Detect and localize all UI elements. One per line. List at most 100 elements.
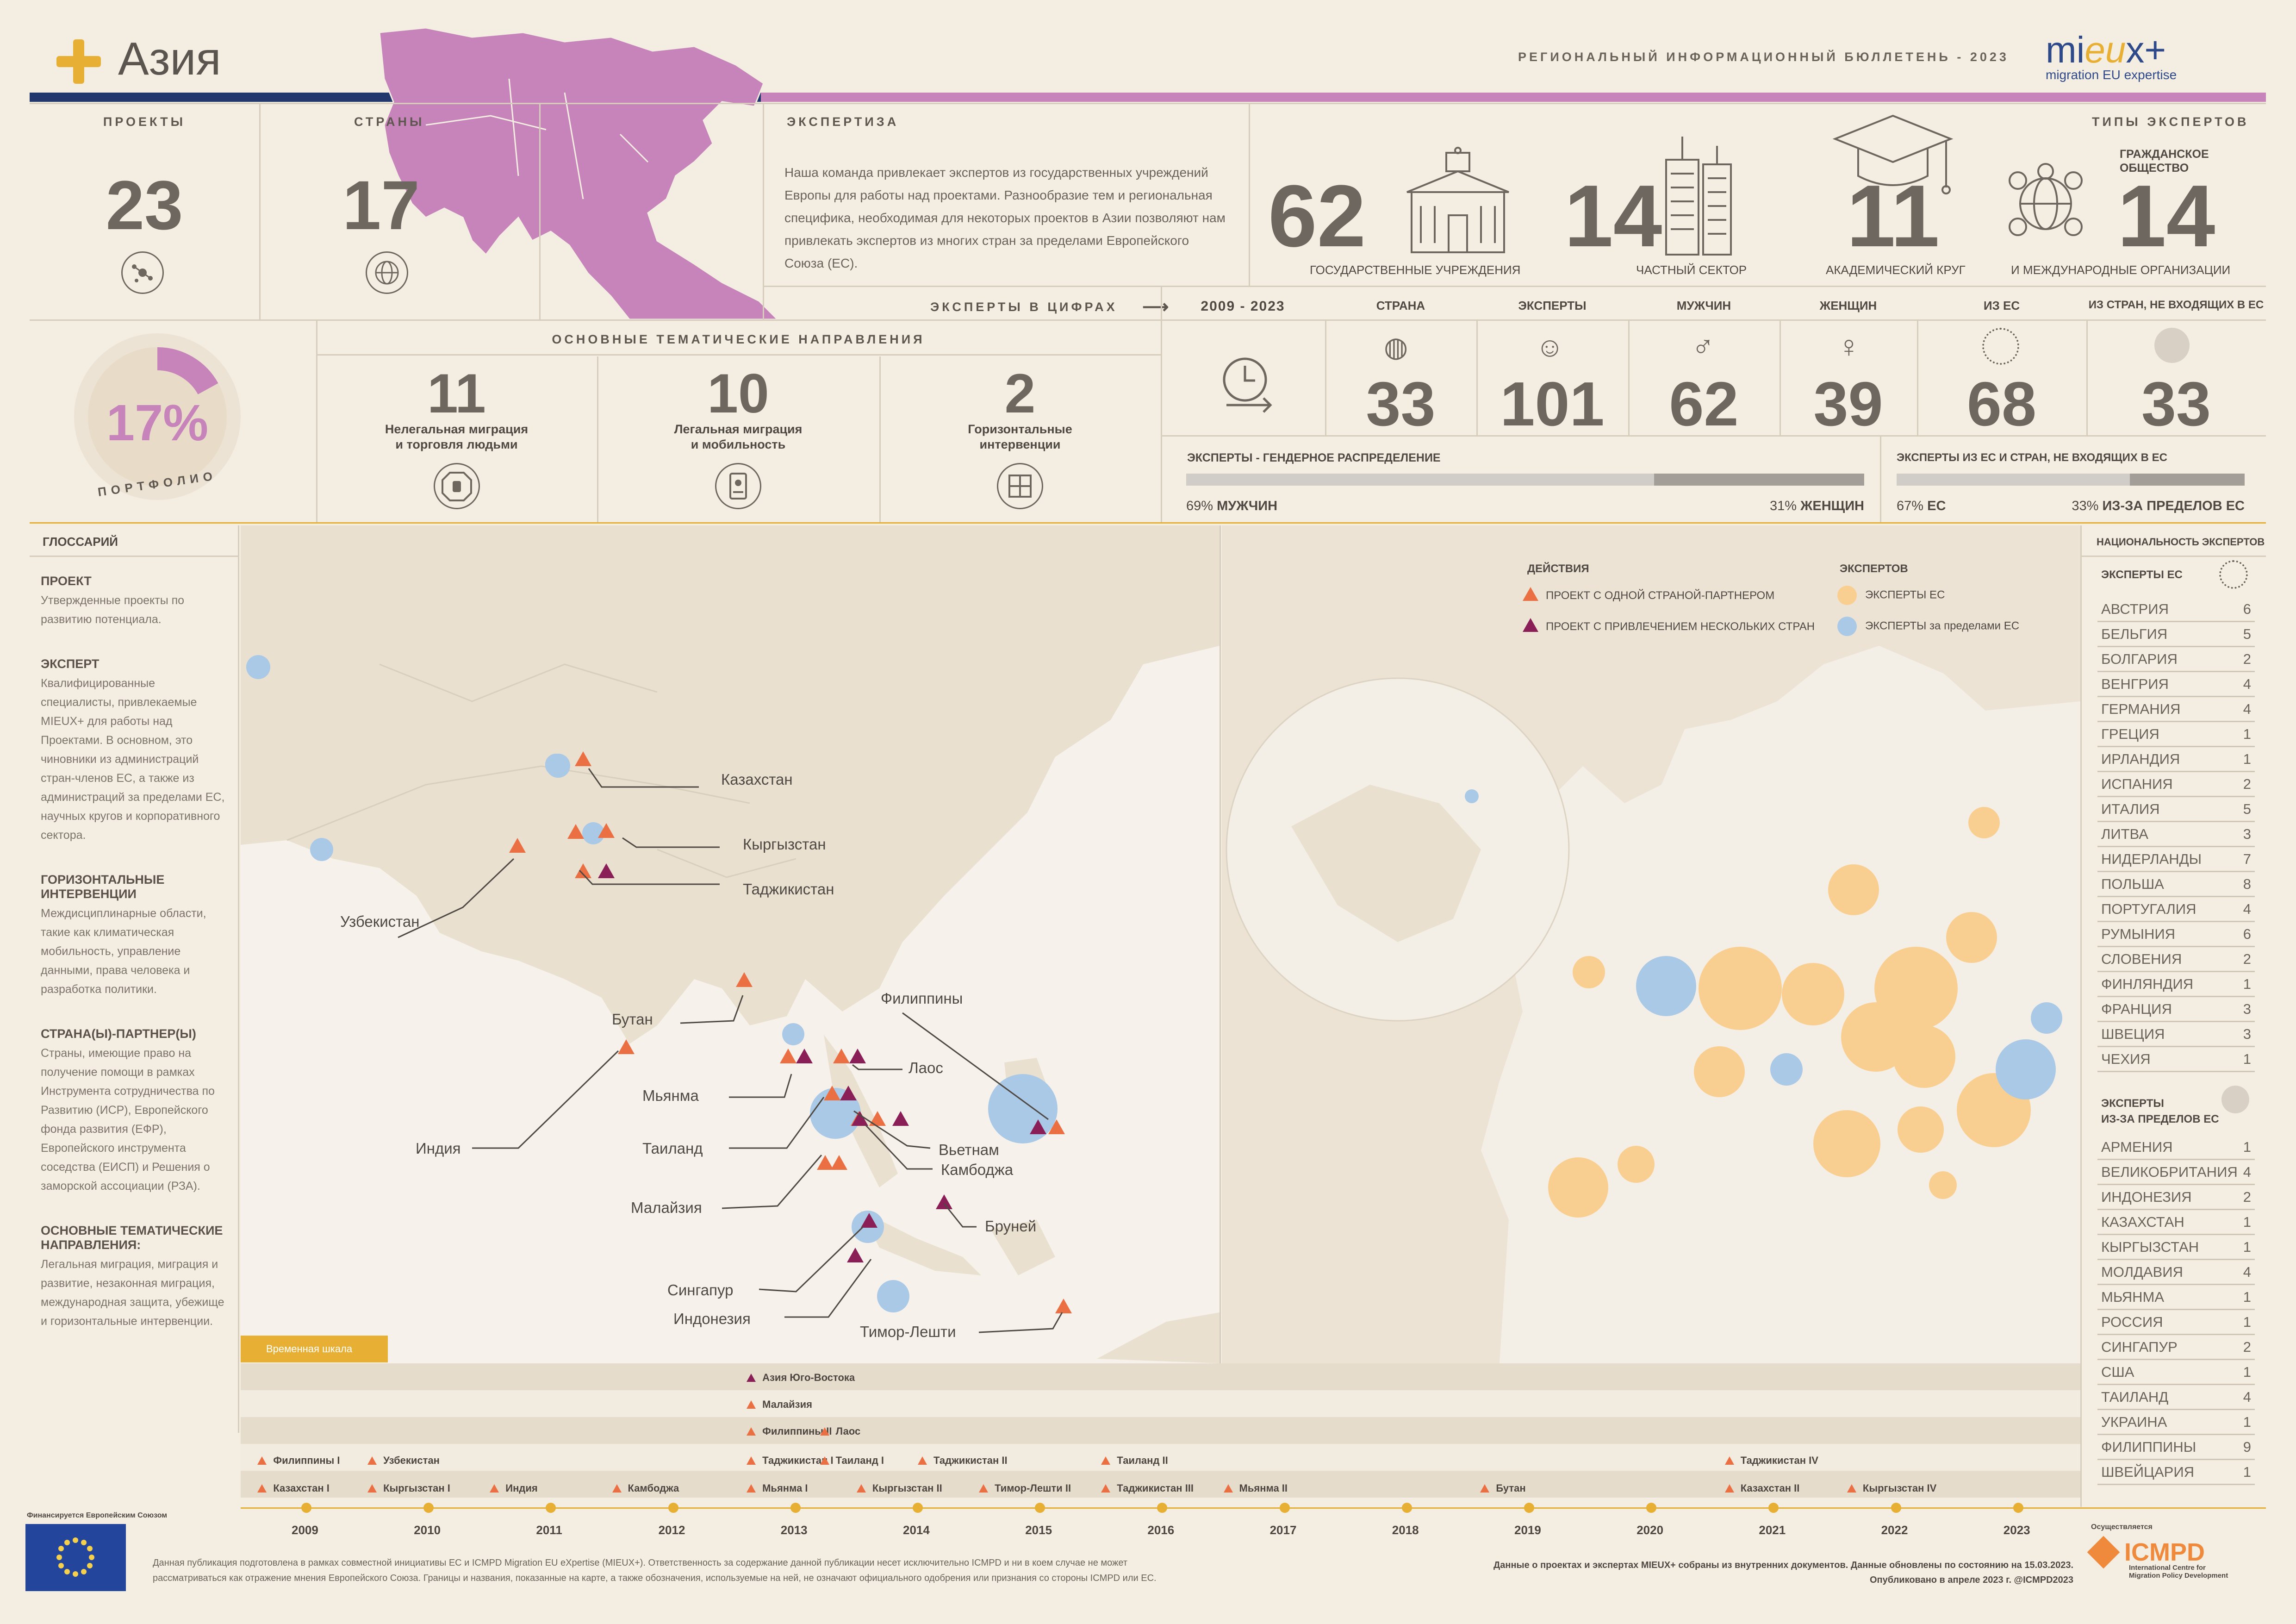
timeline-event: Филиппины I <box>257 1455 340 1467</box>
nationality-row: ШВЕЦИЯ 3 <box>2097 1022 2255 1047</box>
eu-expert-bubble <box>1813 1110 1880 1177</box>
asia-detail-map <box>241 525 1220 1363</box>
noneu-expert-bubble <box>1636 956 1696 1016</box>
theme-1-value: 11 <box>427 362 486 425</box>
nationality-row: АВСТРИЯ 6 <box>2097 597 2255 622</box>
multi-project-marker <box>849 1049 866 1063</box>
single-project-marker <box>1055 1299 1072 1313</box>
single-project-marker <box>575 863 591 878</box>
single-project-marker <box>736 972 753 987</box>
timeline-event: Мьянма I <box>747 1482 808 1494</box>
timeline-year-dot <box>913 1503 923 1513</box>
timeline-event: Таджикистан III <box>1101 1482 1194 1494</box>
male-icon: ♂ <box>1692 329 1715 363</box>
timeline-year-dot <box>668 1503 678 1513</box>
noneu-expert-bubble <box>246 655 270 679</box>
single-project-marker <box>1724 1484 1734 1493</box>
skyscrapers-icon <box>1665 137 1732 256</box>
multi-project-marker <box>747 1374 756 1382</box>
themes-label: ОСНОВНЫЕ ТЕМАТИЧЕСКИЕ НАПРАВЛЕНИЯ <box>552 332 925 346</box>
nationality-row: ФРАНЦИЯ 3 <box>2097 997 2255 1022</box>
timeline-event: Казахстан I <box>257 1482 330 1494</box>
timeline-event: Азия Юго-Востока <box>747 1372 855 1384</box>
period-label: 2009 - 2023 <box>1201 299 1285 314</box>
nationality-row: ИНДОНЕЗИЯ 2 <box>2097 1185 2255 1210</box>
eu-expert-bubble <box>1929 1171 1957 1199</box>
map-label-myanmar: Мьянма <box>642 1087 699 1104</box>
eu-expert-bubble <box>1548 1157 1608 1218</box>
map-label-tajikistan: Таджикистан <box>743 881 834 898</box>
glossary-def: Утвержденные проекты по развитию потенци… <box>41 594 185 626</box>
private-value: 14 <box>1564 167 1662 265</box>
single-project-marker <box>747 1400 756 1409</box>
countries-value: 17 <box>342 166 420 244</box>
single-project-marker <box>780 1049 796 1063</box>
nationality-noneu-title: ЭКСПЕРТЫ ИЗ-ЗА ПРЕДЕЛОВ ЕС <box>2101 1097 2219 1125</box>
gender-bar-title: ЭКСПЕРТЫ - ГЕНДЕРНОЕ РАСПРЕДЕЛЕНИЕ <box>1187 451 1441 464</box>
fig-female-label: ЖЕНЩИН <box>1819 299 1877 312</box>
map-label-philippines: Филиппины <box>881 990 963 1007</box>
timeline-label: Временная шкала <box>241 1336 388 1362</box>
single-project-marker <box>367 1484 377 1493</box>
single-project-marker <box>820 1427 829 1436</box>
map-label-kyrgyzstan: Кыргызстан <box>743 836 826 853</box>
government-building-icon <box>1406 147 1509 253</box>
single-project-marker <box>1101 1456 1111 1465</box>
map-label-india: Индия <box>416 1140 461 1157</box>
nationality-row: МЬЯНМА 1 <box>2097 1285 2255 1310</box>
mieux-logo-sub: migration EU expertise <box>2046 68 2177 82</box>
us-expert-dot <box>1465 789 1479 803</box>
multi-project-marker <box>1030 1119 1046 1134</box>
fig-noneu-label: ИЗ СТРАН, НЕ ВХОДЯЩИХ В ЕС <box>2088 299 2264 311</box>
timeline-year: 2022 <box>1881 1523 1908 1537</box>
gov-label: ГОСУДАРСТВЕННЫЕ УЧРЕЖДЕНИЯ <box>1310 263 1521 277</box>
passport-icon <box>715 463 761 509</box>
gender-bar-right: 31% ЖЕНЩИН <box>1770 499 1864 513</box>
legend-noneu: ЭКСПЕРТЫ за пределами ЕС <box>1837 617 2019 636</box>
earth-icon <box>2154 328 2190 363</box>
timeline-event: Узбекистан <box>367 1455 440 1467</box>
single-project-marker <box>509 838 526 853</box>
multi-project-marker <box>847 1248 864 1262</box>
gov-value: 62 <box>1268 167 1366 265</box>
map-label-malaysia: Малайзия <box>631 1199 702 1216</box>
eu-expert-bubble <box>1573 956 1605 988</box>
timeline-event: Мьянма II <box>1223 1482 1288 1494</box>
portfolio-value: 17% <box>106 394 209 451</box>
glossary-term: ОСНОВНЫЕ ТЕМАТИЧЕСКИЕ НАПРАВЛЕНИЯ: <box>41 1224 223 1252</box>
timeline-year-dot <box>1768 1503 1779 1513</box>
map-label-singapore: Сингапур <box>667 1281 734 1299</box>
timeline-event: Таиланд I <box>820 1455 884 1467</box>
map-label-brunei: Бруней <box>985 1218 1037 1235</box>
noneu-expert-bubble <box>1837 617 1857 636</box>
timeline-event: Кыргызстан II <box>856 1482 942 1494</box>
academic-value: 11 <box>1847 167 1940 265</box>
nationality-row: ЛИТВА 3 <box>2097 822 2255 847</box>
timeline-event: Филиппины II <box>747 1425 832 1437</box>
nationality-row: АРМЕНИЯ 1 <box>2097 1135 2255 1160</box>
single-project-marker <box>1480 1484 1490 1493</box>
single-project-marker <box>824 1086 840 1100</box>
funded-label: Финансируется Европейским Союзом <box>27 1512 168 1519</box>
glossary-term: ПРОЕКТ <box>41 574 92 588</box>
nationality-row: ИТАЛИЯ 5 <box>2097 797 2255 822</box>
expertise-label: ЭКСПЕРТИЗА <box>787 115 899 129</box>
single-project-marker <box>1048 1119 1065 1134</box>
experts-in-figures-link[interactable]: ЭКСПЕРТЫ В ЦИФРАХ ⟶ <box>930 297 1172 317</box>
network-globe-icon <box>2009 163 2083 236</box>
timeline-axis <box>241 1507 2266 1509</box>
gender-bar-left: 69% МУЖЧИН <box>1186 499 1278 513</box>
female-icon: ♀ <box>1837 329 1860 363</box>
eu-expert-bubble <box>1968 807 2000 838</box>
noneu-expert-bubble <box>1770 1053 1803 1086</box>
single-project-marker <box>575 751 591 766</box>
multi-project-marker <box>796 1049 813 1063</box>
single-project-marker <box>1523 587 1538 601</box>
glossary-term: СТРАНА(Ы)-ПАРТНЕР(Ы) <box>41 1027 196 1041</box>
timeline-year: 2018 <box>1392 1523 1419 1537</box>
legend-single: ПРОЕКТ С ОДНОЙ СТРАНОЙ-ПАРТНЕРОМ <box>1523 587 1774 602</box>
noneu-expert-bubble <box>1996 1039 2056 1099</box>
timeline-event: Казахстан II <box>1724 1482 1799 1494</box>
eu-expert-bubble <box>1699 947 1782 1030</box>
timeline-year: 2015 <box>1025 1523 1052 1537</box>
